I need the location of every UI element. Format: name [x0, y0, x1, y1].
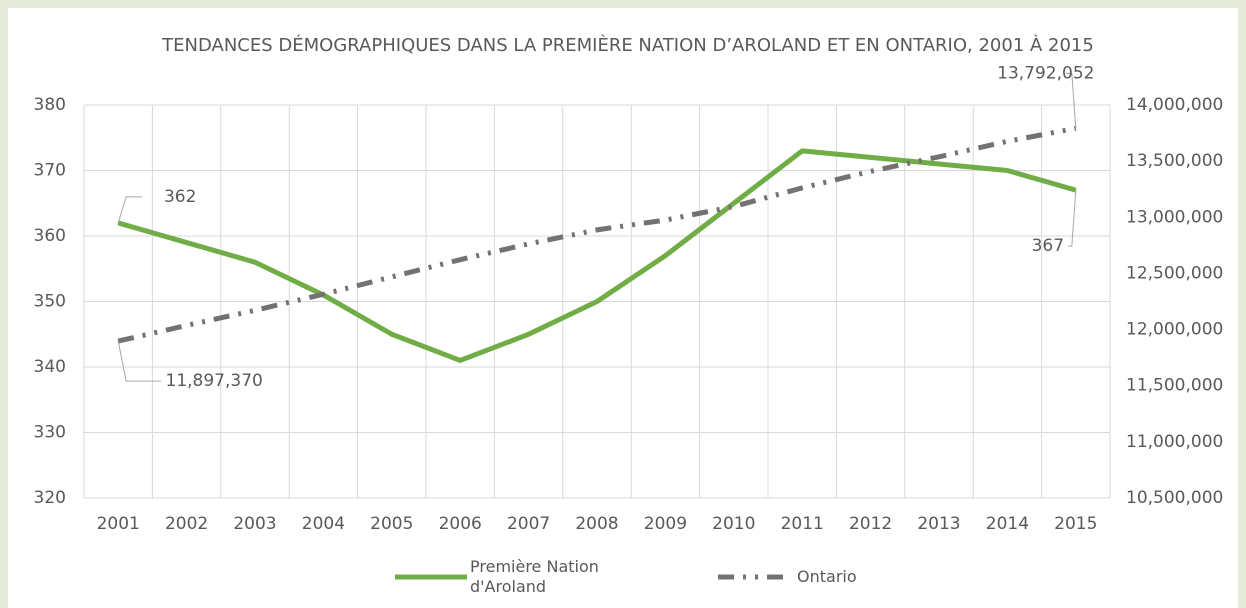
data-label: 362 [164, 187, 196, 207]
x-tick-label: 2001 [97, 514, 140, 534]
x-tick-label: 2004 [302, 514, 345, 534]
x-tick-label: 2007 [507, 514, 550, 534]
chart-panel [8, 8, 1238, 608]
x-tick-label: 2013 [917, 514, 960, 534]
series-line [117, 148, 1077, 363]
x-tick-label: 2011 [781, 514, 824, 534]
leader-line [117, 340, 161, 382]
x-tick-label: 2003 [233, 514, 276, 534]
x-tick-label: 2015 [1054, 514, 1097, 534]
y2-tick-label: 12,500,000 [1126, 263, 1223, 283]
y-tick-label: 320 [34, 488, 66, 508]
y-tick-label: 340 [34, 357, 66, 377]
x-tick-label: 2005 [370, 514, 413, 534]
leader-line [1067, 190, 1077, 247]
y2-tick-label: 11,000,000 [1126, 432, 1223, 452]
chart-title: TENDANCES DÉMOGRAPHIQUES DANS LA PREMIÈR… [161, 34, 1094, 56]
y2-tick-label: 11,500,000 [1126, 376, 1223, 396]
x-tick-label: 2010 [712, 514, 755, 534]
data-label: 13,792,052 [997, 63, 1094, 83]
y2-tick-label: 10,500,000 [1126, 488, 1223, 508]
data-label: 367 [1032, 236, 1064, 256]
x-tick-label: 2008 [575, 514, 618, 534]
y-tick-label: 370 [34, 161, 66, 181]
y-tick-label: 350 [34, 292, 66, 312]
x-tick-label: 2014 [986, 514, 1029, 534]
y2-tick-label: 12,000,000 [1126, 320, 1223, 340]
data-label: 11,897,370 [166, 371, 263, 391]
legend-label: Ontario [797, 567, 857, 586]
y-tick-label: 380 [34, 95, 66, 115]
y-tick-label: 360 [34, 226, 66, 246]
y-tick-label: 330 [34, 423, 66, 443]
y2-tick-label: 13,500,000 [1126, 151, 1223, 171]
x-tick-label: 2009 [644, 514, 687, 534]
x-tick-label: 2002 [165, 514, 208, 534]
legend-label: Première Nation d'Aroland [470, 557, 599, 596]
leader-line [1065, 72, 1077, 129]
leader-line [117, 196, 143, 224]
x-tick-label: 2006 [439, 514, 482, 534]
x-tick-label: 2012 [849, 514, 892, 534]
series-line [117, 125, 1077, 344]
y2-tick-label: 13,000,000 [1126, 207, 1223, 227]
y2-tick-label: 14,000,000 [1126, 95, 1223, 115]
